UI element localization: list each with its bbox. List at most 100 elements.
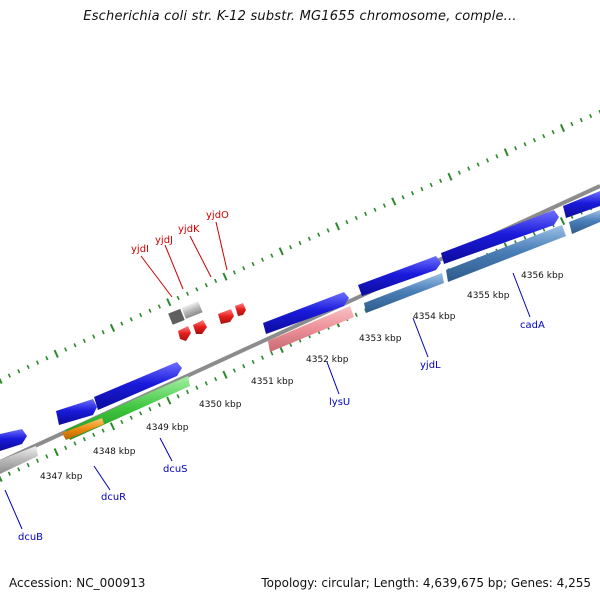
minor-tick bbox=[195, 287, 199, 292]
minor-tick bbox=[598, 109, 600, 114]
gene-feature[interactable] bbox=[0, 446, 38, 474]
minor-tick bbox=[354, 215, 358, 221]
minor-tick bbox=[439, 178, 443, 184]
gene-feature[interactable] bbox=[178, 326, 191, 341]
minor-tick bbox=[157, 402, 161, 407]
small-feature-cluster bbox=[168, 301, 246, 341]
minor-tick bbox=[45, 356, 49, 361]
gene-label-cadA[interactable]: cadA bbox=[520, 320, 545, 331]
minor-tick bbox=[195, 385, 199, 390]
gene-feature[interactable] bbox=[193, 320, 207, 334]
minor-tick bbox=[382, 203, 386, 208]
kbp-label: 4356 kbp bbox=[521, 271, 564, 281]
leader-line bbox=[164, 244, 184, 290]
minor-tick bbox=[570, 121, 574, 127]
gene-feature[interactable] bbox=[218, 309, 234, 324]
gene-feature[interactable] bbox=[235, 303, 246, 316]
outer-tick-row bbox=[0, 109, 600, 385]
minor-tick bbox=[429, 182, 433, 188]
gene-feature[interactable] bbox=[263, 292, 349, 334]
kbp-label: 4355 kbp bbox=[467, 291, 510, 301]
major-tick bbox=[447, 172, 453, 181]
minor-tick bbox=[139, 312, 143, 318]
minor-tick bbox=[64, 445, 68, 451]
minor-tick bbox=[542, 133, 546, 139]
minor-tick bbox=[7, 373, 11, 378]
minor-tick bbox=[204, 282, 208, 288]
minor-tick bbox=[120, 321, 124, 326]
minor-tick bbox=[260, 355, 265, 360]
kbp-label: 4349 kbp bbox=[146, 423, 189, 433]
gene-feature[interactable] bbox=[56, 399, 97, 425]
minor-tick bbox=[232, 270, 236, 275]
major-tick bbox=[109, 323, 116, 333]
gene-feature[interactable] bbox=[563, 191, 600, 218]
gene-label-dcuB[interactable]: dcuB bbox=[18, 532, 43, 543]
gene-label-dcuS[interactable]: dcuS bbox=[163, 464, 188, 475]
minor-tick bbox=[251, 261, 255, 267]
gene-label-dcuR[interactable]: dcuR bbox=[101, 492, 126, 503]
gene-feature[interactable] bbox=[358, 256, 441, 296]
minor-tick bbox=[401, 195, 405, 200]
gene-feature[interactable] bbox=[94, 362, 182, 410]
minor-tick bbox=[120, 419, 124, 425]
minor-tick bbox=[185, 389, 190, 395]
reverse-strand-genes bbox=[0, 210, 600, 474]
major-tick bbox=[278, 247, 284, 256]
gene-feature[interactable] bbox=[268, 306, 354, 352]
minor-tick bbox=[139, 411, 143, 416]
minor-tick bbox=[64, 347, 68, 352]
minor-tick bbox=[214, 278, 218, 284]
minor-tick bbox=[420, 186, 424, 192]
gene-label-yjdJ[interactable]: yjdJ bbox=[155, 235, 173, 246]
minor-tick bbox=[17, 369, 21, 374]
gene-feature[interactable] bbox=[364, 273, 444, 313]
minor-tick bbox=[157, 304, 161, 309]
gene-feature[interactable] bbox=[181, 301, 203, 319]
gene-label-lysU[interactable]: lysU bbox=[329, 397, 350, 408]
kbp-label: 4354 kbp bbox=[413, 312, 456, 322]
minor-tick bbox=[185, 291, 190, 296]
major-tick bbox=[0, 377, 3, 385]
forward-strand-genes bbox=[0, 191, 600, 451]
minor-tick bbox=[532, 137, 536, 143]
major-tick bbox=[222, 370, 228, 379]
minor-tick bbox=[148, 308, 152, 313]
minor-tick bbox=[589, 113, 593, 119]
gene-feature[interactable] bbox=[168, 308, 185, 325]
minor-tick bbox=[26, 364, 30, 370]
kbp-label: 4347 kbp bbox=[40, 472, 83, 482]
gene-feature[interactable] bbox=[0, 429, 27, 451]
gene-label-yjdO[interactable]: yjdO bbox=[206, 210, 229, 221]
major-tick bbox=[559, 216, 566, 226]
gene-label-yjdI[interactable]: yjdI bbox=[131, 244, 149, 255]
minor-tick bbox=[495, 154, 499, 159]
gene-feature[interactable] bbox=[569, 210, 600, 234]
map-title: Escherichia coli str. K-12 substr. MG165… bbox=[83, 9, 517, 24]
leader-line bbox=[326, 361, 340, 395]
kbp-scale: 4347 kbp 4348 kbp 4349 kbp 4350 kbp 4351… bbox=[40, 271, 564, 482]
minor-tick bbox=[92, 334, 96, 339]
minor-tick bbox=[410, 190, 415, 196]
minor-tick bbox=[26, 462, 30, 468]
minor-tick bbox=[345, 219, 349, 225]
minor-tick bbox=[467, 166, 471, 171]
gene-feature[interactable] bbox=[446, 225, 566, 282]
minor-tick bbox=[364, 211, 368, 217]
minor-tick bbox=[373, 207, 377, 212]
minor-tick bbox=[326, 228, 330, 233]
major-tick bbox=[334, 222, 341, 231]
topology-summary: Topology: circular; Length: 4,639,675 bp… bbox=[261, 576, 591, 590]
major-tick bbox=[53, 349, 59, 358]
minor-tick bbox=[176, 295, 180, 301]
minor-tick bbox=[532, 231, 536, 236]
leader-line bbox=[412, 317, 429, 358]
gene-feature[interactable] bbox=[62, 418, 104, 440]
gene-label-yjdL[interactable]: yjdL bbox=[420, 360, 441, 371]
gene-label-text-red: yjdI yjdJ yjdK yjdO bbox=[131, 210, 229, 255]
gene-label-yjdK[interactable]: yjdK bbox=[178, 224, 200, 235]
minor-tick bbox=[270, 253, 274, 258]
minor-tick bbox=[485, 158, 490, 163]
gene-feature[interactable] bbox=[441, 210, 559, 264]
minor-tick bbox=[317, 232, 321, 237]
